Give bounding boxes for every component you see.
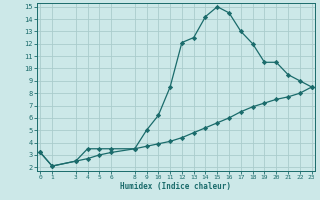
X-axis label: Humidex (Indice chaleur): Humidex (Indice chaleur) — [121, 182, 231, 191]
